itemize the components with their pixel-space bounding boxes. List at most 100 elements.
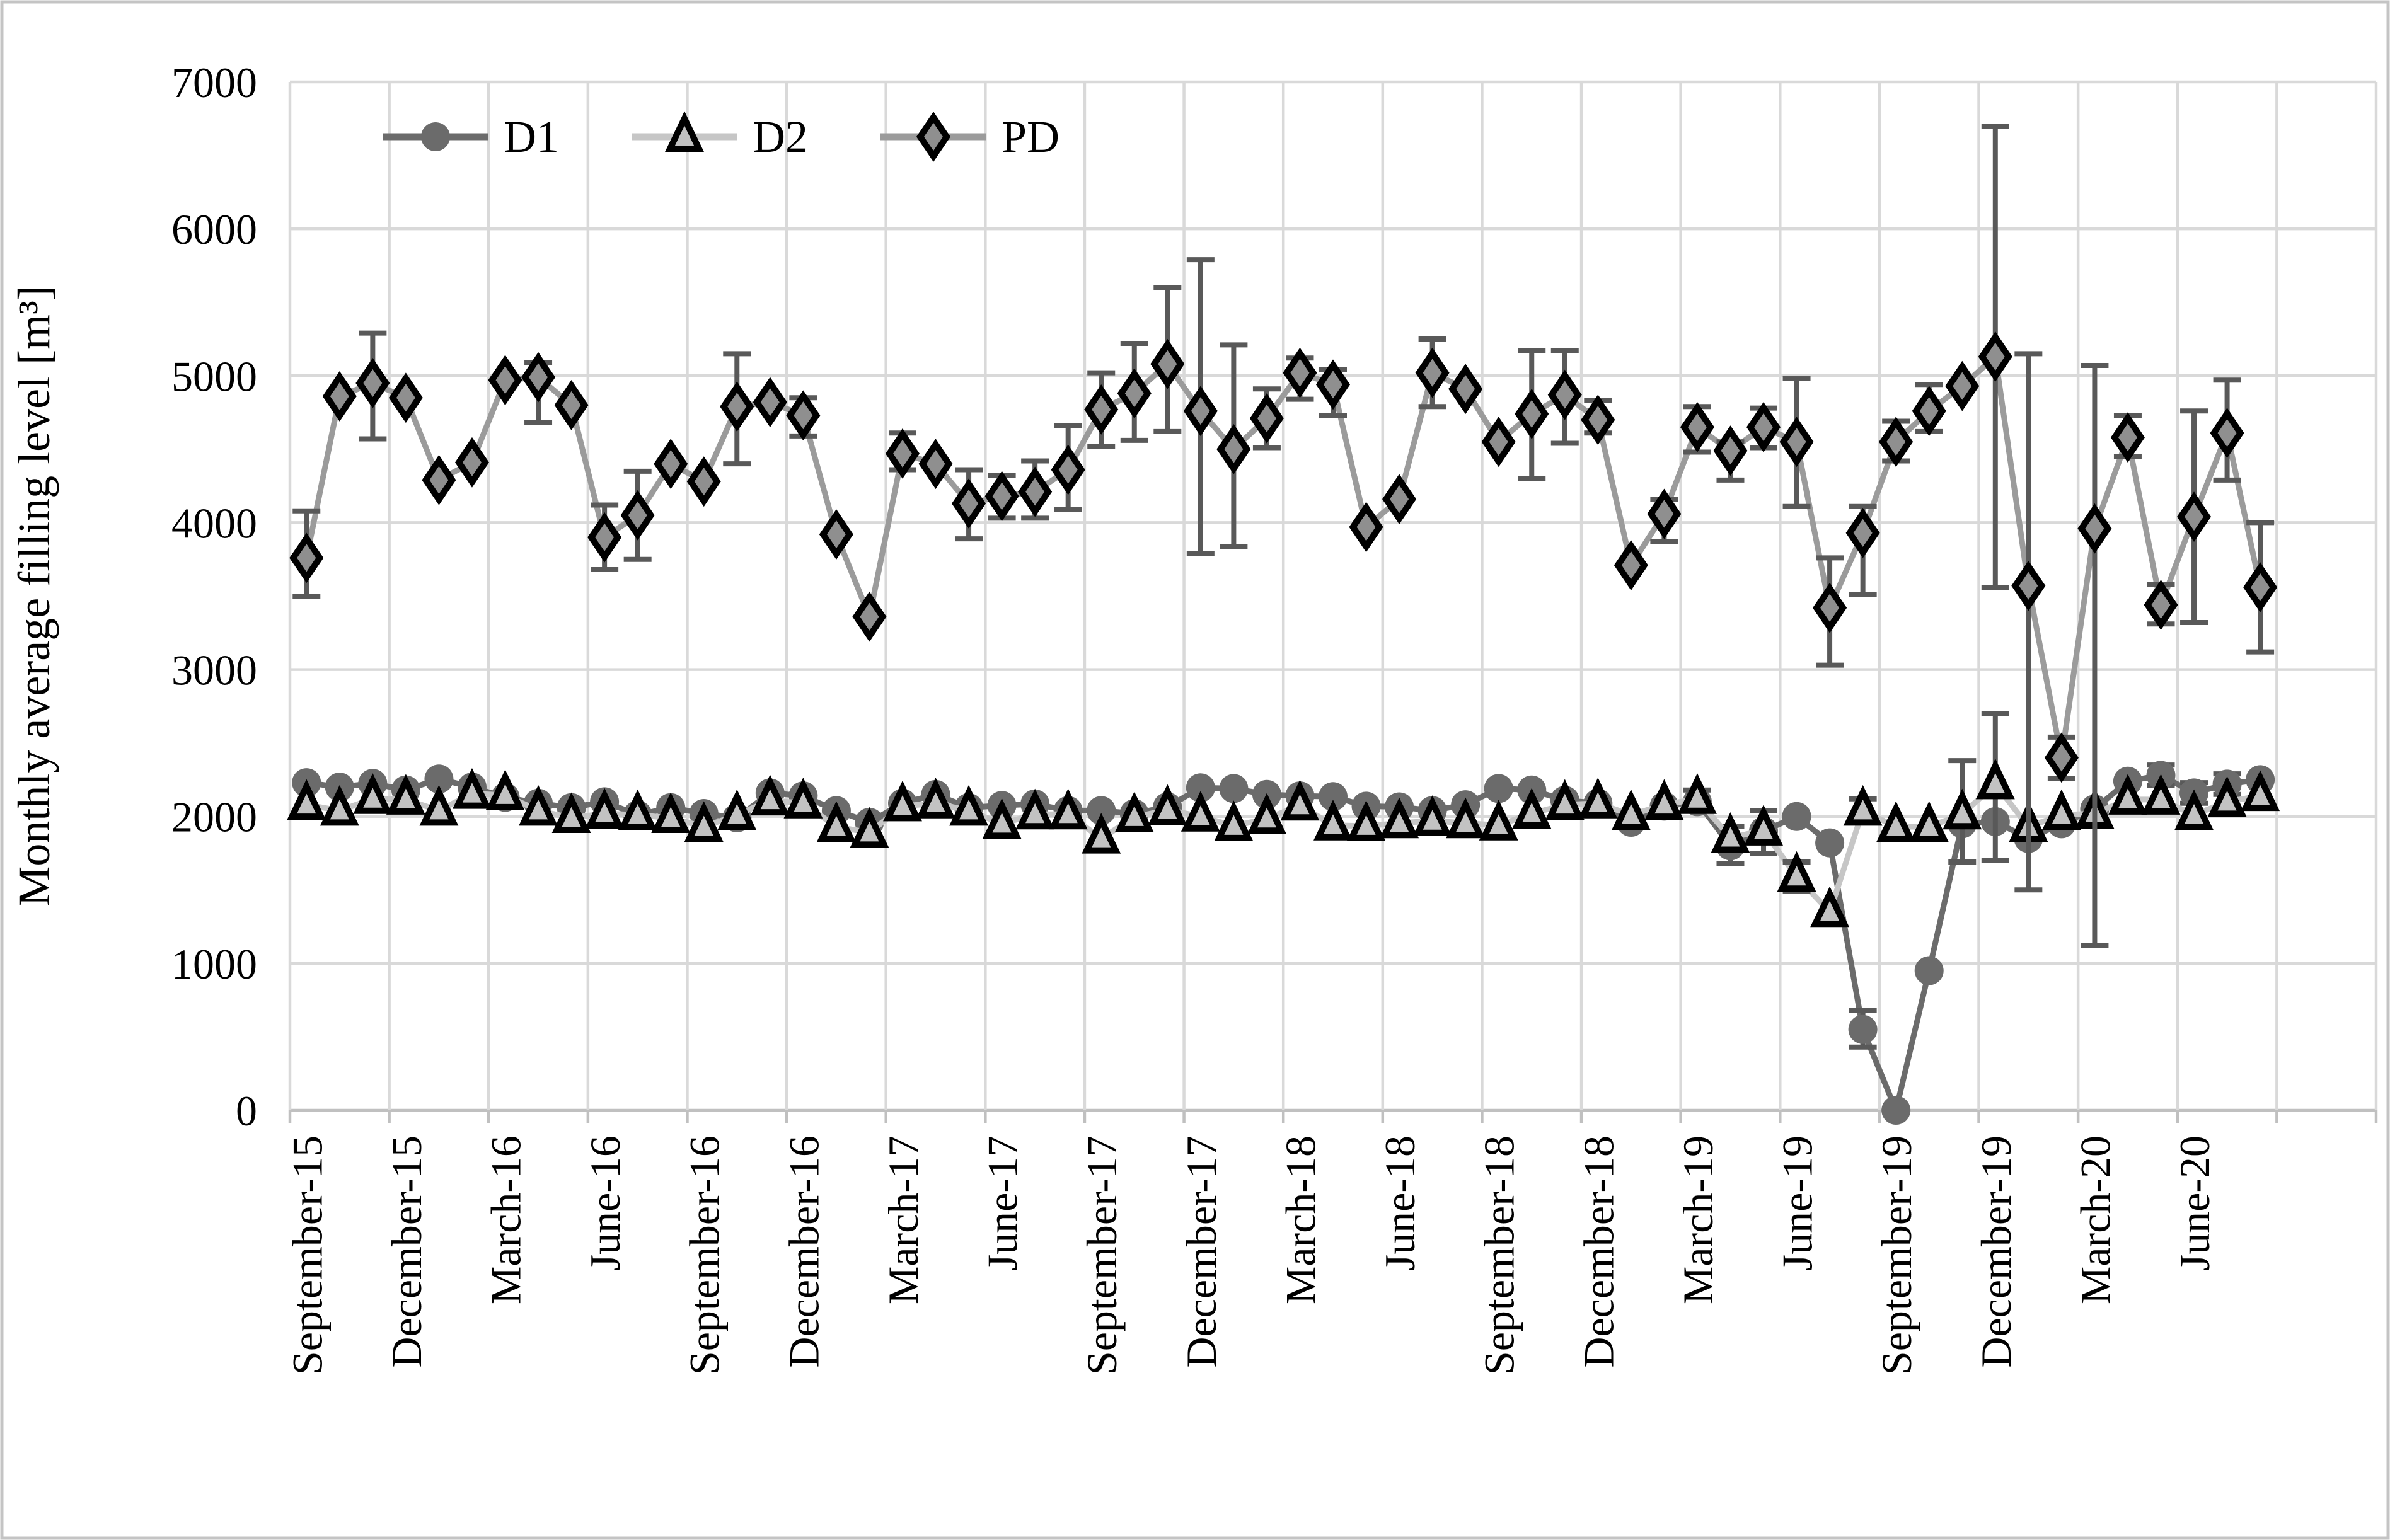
D2-marker-February-19	[1644, 779, 1684, 820]
D1-marker-July-19	[1815, 828, 1845, 858]
PD-marker-August-17	[1051, 444, 1085, 495]
D2-marker-April-20	[2108, 774, 2147, 815]
PD-marker-November-16	[753, 377, 787, 428]
x-tick-label-June-19: June-19	[1774, 1135, 1821, 1271]
D2-marker-July-16	[618, 789, 657, 830]
D2-marker-November-18	[1545, 779, 1585, 820]
PD-marker-June-16	[587, 512, 622, 563]
D2-marker-August-20	[2241, 770, 2280, 812]
D2-marker-August-18	[1446, 797, 1486, 839]
PD-marker-December-19	[1978, 331, 2012, 382]
D2-marker-July-18	[1412, 795, 1452, 836]
D2-marker-October-18	[1512, 788, 1552, 829]
x-axis-tick-labels: September-15 December-15 March-16 June-16 Se…	[283, 1135, 2219, 1375]
D2-marker-November-19	[1943, 788, 1982, 830]
PD-marker-January-20	[2011, 560, 2046, 611]
PD-marker-June-19	[1779, 417, 1814, 468]
D2-marker-May-19	[1744, 805, 1783, 846]
PD-marker-December-15	[388, 372, 423, 423]
y-tick-label-4000: 4000	[171, 499, 257, 547]
D2-marker-October-19	[1909, 801, 1949, 842]
D2-marker-June-18	[1380, 797, 1419, 839]
D2-marker-June-20	[2174, 789, 2214, 830]
series-D2	[287, 711, 2280, 928]
D2-marker-February-16	[453, 768, 492, 809]
D2-marker-June-16	[585, 788, 625, 829]
vertical-gridlines	[288, 82, 2378, 1110]
PD-marker-December-18	[1581, 394, 1615, 445]
PD-marker-October-18	[1515, 388, 1549, 439]
D2-marker-August-16	[651, 792, 691, 834]
D2-marker-February-18	[1247, 793, 1286, 834]
D2-marker-October-15	[320, 784, 359, 826]
x-tick-label-March-20: March-20	[2071, 1135, 2119, 1304]
D2-marker-January-16	[419, 784, 459, 826]
PD-marker-May-18	[1349, 502, 1383, 553]
D2-marker-October-16	[717, 789, 757, 830]
D2-marker-June-17	[982, 798, 1022, 839]
D2-marker-August-19	[1843, 784, 1883, 826]
PD-marker-June-17	[984, 471, 1019, 522]
PD-marker-January-19	[1614, 540, 1648, 590]
legend-label-D1: D1	[504, 112, 559, 162]
PD-marker-March-17	[885, 428, 920, 479]
PD-marker-September-15	[289, 532, 324, 583]
y-tick-label-2000: 2000	[171, 793, 257, 841]
PD-marker-February-16	[454, 437, 490, 488]
x-tick-label-March-18: March-18	[1276, 1135, 1324, 1304]
legend-label-D2: D2	[753, 112, 808, 162]
x-tick-label-December-19: December-19	[1972, 1135, 2020, 1368]
legend-circle-icon	[421, 122, 450, 151]
PD-marker-April-20	[2110, 412, 2145, 463]
x-axis-tick-marks	[288, 1110, 2378, 1123]
D2-marker-December-17	[1181, 791, 1220, 832]
y-tick-label-7000: 7000	[171, 59, 257, 106]
PD-marker-March-18	[1283, 347, 1317, 398]
PD-marker-September-16	[686, 456, 721, 507]
D2-marker-April-18	[1313, 800, 1353, 841]
PD-marker-October-17	[1117, 368, 1152, 419]
PD-marker-August-19	[1845, 507, 1880, 558]
D2-marker-October-17	[1114, 791, 1154, 832]
PD-marker-April-17	[918, 439, 953, 490]
x-tick-label-March-19: March-19	[1674, 1135, 1722, 1304]
PD-marker-April-16	[521, 352, 556, 403]
legend-label-PD: PD	[1002, 112, 1059, 162]
PD-marker-May-20	[2144, 580, 2178, 630]
PD-marker-August-18	[1448, 364, 1483, 415]
D2-marker-February-17	[850, 807, 889, 848]
data-series	[287, 123, 2280, 1125]
D1-marker-January-16	[424, 764, 454, 794]
D2-marker-July-17	[1015, 788, 1055, 830]
D2-marker-May-16	[551, 792, 591, 834]
PD-marker-August-20	[2243, 562, 2278, 612]
x-tick-label-September-16: September-16	[681, 1135, 729, 1375]
PD-marker-December-16	[786, 390, 821, 441]
D1-marker-April-18	[1319, 782, 1348, 812]
PD-marker-April-19	[1713, 425, 1748, 476]
PD-marker-September-19	[1879, 417, 1914, 468]
PD-marker-July-19	[1813, 582, 1847, 633]
D2-marker-September-19	[1876, 801, 1916, 842]
PD-marker-July-17	[1018, 466, 1053, 517]
x-tick-label-June-18: June-18	[1376, 1135, 1424, 1271]
PD-marker-December-17	[1183, 386, 1218, 437]
D1-marker-January-18	[1219, 774, 1249, 803]
y-tick-label-0: 0	[236, 1087, 257, 1135]
D2-marker-May-17	[949, 784, 989, 826]
y-tick-label-5000: 5000	[171, 352, 257, 400]
D1-marker-December-17	[1186, 773, 1215, 803]
PD-marker-July-20	[2210, 408, 2244, 459]
x-tick-label-September-18: September-18	[1475, 1135, 1523, 1375]
D2-marker-April-17	[916, 778, 955, 819]
x-tick-label-September-15: September-15	[283, 1135, 331, 1375]
PD-marker-January-17	[819, 509, 853, 560]
PD-marker-November-18	[1547, 369, 1582, 420]
PD-marker-June-18	[1382, 474, 1417, 525]
D1-marker-June-19	[1782, 802, 1811, 831]
y-tick-label-3000: 3000	[171, 646, 257, 694]
x-tick-label-December-15: December-15	[383, 1135, 430, 1368]
y-tick-label-1000: 1000	[171, 940, 257, 988]
PD-marker-March-16	[488, 355, 522, 406]
